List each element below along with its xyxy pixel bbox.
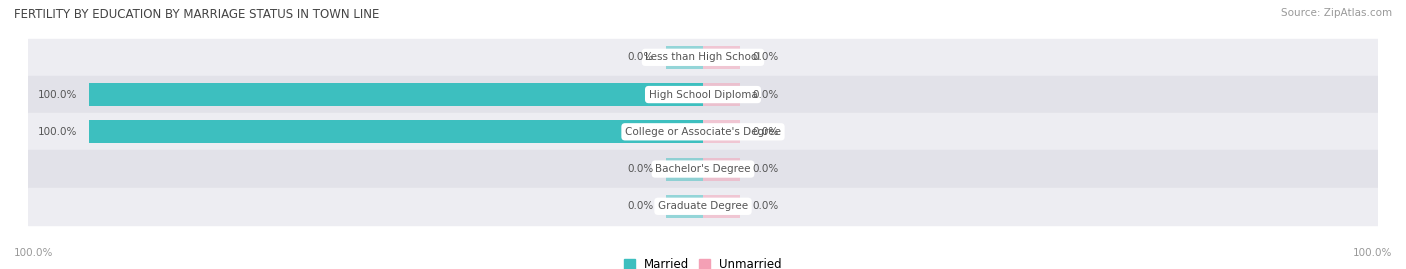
Bar — [28, 188, 1378, 225]
Text: High School Diploma: High School Diploma — [648, 90, 758, 100]
Bar — [28, 76, 1378, 113]
Text: 100.0%: 100.0% — [38, 90, 77, 100]
Bar — [703, 83, 740, 106]
Bar — [703, 46, 740, 69]
Text: 0.0%: 0.0% — [627, 52, 654, 62]
Text: 0.0%: 0.0% — [752, 201, 779, 211]
Bar — [28, 150, 1378, 188]
Bar — [90, 120, 703, 143]
Bar — [28, 113, 1378, 150]
Text: 0.0%: 0.0% — [752, 127, 779, 137]
Bar — [703, 158, 740, 180]
Bar — [703, 195, 740, 218]
Bar — [666, 46, 703, 69]
Text: 100.0%: 100.0% — [14, 248, 53, 258]
Text: Bachelor's Degree: Bachelor's Degree — [655, 164, 751, 174]
Text: Less than High School: Less than High School — [645, 52, 761, 62]
Bar — [666, 195, 703, 218]
Text: FERTILITY BY EDUCATION BY MARRIAGE STATUS IN TOWN LINE: FERTILITY BY EDUCATION BY MARRIAGE STATU… — [14, 8, 380, 21]
Text: 100.0%: 100.0% — [38, 127, 77, 137]
Text: Graduate Degree: Graduate Degree — [658, 201, 748, 211]
Text: 0.0%: 0.0% — [752, 52, 779, 62]
Text: Source: ZipAtlas.com: Source: ZipAtlas.com — [1281, 8, 1392, 18]
Legend: Married, Unmarried: Married, Unmarried — [624, 258, 782, 269]
Text: 0.0%: 0.0% — [627, 201, 654, 211]
Bar — [703, 120, 740, 143]
Text: 0.0%: 0.0% — [752, 164, 779, 174]
Text: 100.0%: 100.0% — [1353, 248, 1392, 258]
Bar — [90, 83, 703, 106]
Text: 0.0%: 0.0% — [752, 90, 779, 100]
Bar — [28, 39, 1378, 76]
Text: 0.0%: 0.0% — [627, 164, 654, 174]
Text: College or Associate's Degree: College or Associate's Degree — [626, 127, 780, 137]
Bar — [666, 158, 703, 180]
